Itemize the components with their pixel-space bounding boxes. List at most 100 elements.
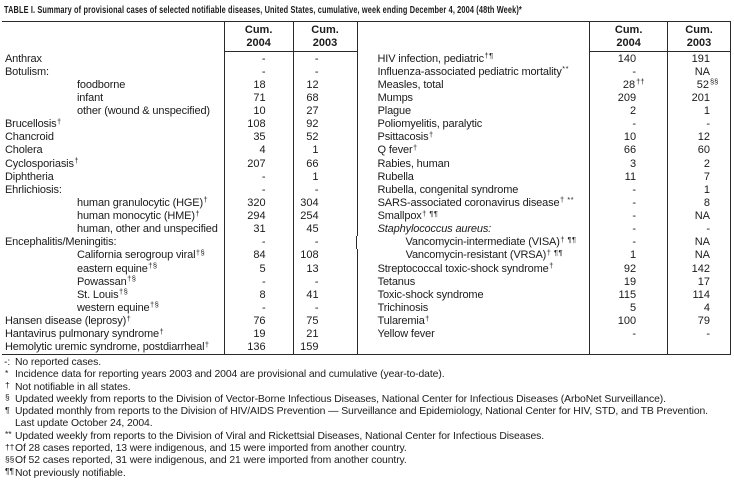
table-row: Hansen disease (leprosy) † 76 75 Tularemia † 1… — [2, 314, 730, 328]
footnote-marker-superscript: †§ — [195, 247, 206, 257]
value-text: 76 — [253, 315, 266, 328]
disease-name: western equine †§ — [2, 300, 224, 314]
footnote-marker-superscript: † — [413, 142, 418, 152]
value-cum-2003: 304 — [292, 196, 357, 210]
value-text: 52 — [696, 78, 710, 91]
value-text: - — [314, 301, 319, 314]
value-text: 191 — [691, 52, 710, 65]
footnote-text: Incidence data for reporting years 2003 … — [15, 369, 445, 381]
value-text: 12 — [306, 78, 319, 91]
value-cum-2003: 142 — [667, 262, 730, 276]
value-cum-2003: 12 — [292, 78, 357, 92]
value-text: - — [314, 183, 319, 196]
value-cum-2004: 10 — [589, 130, 667, 144]
value-cum-2004: - — [589, 117, 667, 131]
disease-name: Hansen disease (leprosy) † — [2, 314, 224, 328]
footnote-marker-superscript: † ¶¶ — [560, 234, 577, 244]
value-text: 10 — [253, 105, 266, 118]
header-spacer-left — [2, 22, 224, 52]
footnote-marker-superscript: † — [195, 208, 201, 218]
value-cum-2003: 201 — [667, 91, 730, 105]
value-cum-2003: 17 — [667, 275, 730, 289]
disease-name-text: St. Louis — [77, 288, 119, 301]
footnote-marker: ¶¶ — [5, 466, 14, 477]
value-text: 2 — [703, 157, 710, 170]
table-row: human granulocytic (HGE) † 320 304 SARS-asso… — [2, 195, 730, 210]
disease-name-text: Rabies, human — [377, 157, 450, 170]
disease-name-text: Mumps — [377, 91, 413, 104]
disease-name-text: Rubella, congenital syndrome — [377, 183, 519, 196]
value-cum-2003: - — [292, 65, 357, 79]
footnote-text: Updated weekly from reports to the Divis… — [15, 393, 666, 405]
value-text: 114 — [692, 288, 711, 301]
disease-name: SARS-associated coronavirus disease † ** — [356, 195, 590, 210]
disease-name-text: Influenza-associated pediatric mortality — [377, 65, 562, 78]
disease-name: Influenza-associated pediatric mortality… — [356, 64, 590, 79]
value-text: 60 — [697, 144, 710, 157]
value-cum-2004: 207 — [223, 157, 293, 171]
value-text: 1 — [703, 105, 711, 118]
value-cum-2003: 12 — [667, 130, 730, 144]
footnote-marker: * — [5, 367, 9, 378]
disease-name: Chancroid — [2, 131, 224, 144]
cum-label: Cum. — [685, 23, 713, 36]
value-cum-2003: - — [292, 52, 357, 66]
value-text: - — [261, 52, 266, 65]
value-text: - — [632, 183, 637, 196]
value-text: 320 — [247, 196, 266, 209]
value-cum-2004: 31 — [223, 222, 293, 236]
value-text: 52 — [306, 131, 319, 144]
value-text: 1 — [312, 170, 319, 183]
value-text: 1 — [703, 183, 710, 196]
table-row: Brucellosis † 108 92 Poliomyelitis, paralyti… — [2, 117, 730, 131]
column-header-left-cum-2004: Cum. 2004 — [223, 22, 293, 52]
footnote-line: †† Of 28 cases reported, 13 were indigeno… — [2, 442, 732, 455]
disease-name: Streptococcal toxic-shock syndrome † — [356, 261, 590, 276]
value-text: - — [706, 118, 710, 131]
value-text: 92 — [623, 262, 637, 275]
footnote-line: † Not notifiable in all states. — [2, 380, 732, 394]
disease-name-text: Chancroid — [5, 131, 54, 144]
value-cum-2004: 294 — [223, 209, 293, 223]
value-cum-2003: 21 — [292, 327, 357, 341]
table-title: TABLE I. Summary of provisional cases of… — [4, 4, 522, 16]
disease-name-text: Anthrax — [5, 52, 42, 65]
value-text: 100 — [617, 315, 637, 328]
disease-name: HIV infection, pediatric †¶ — [356, 51, 590, 66]
value-cum-2003: 27 — [292, 104, 357, 118]
disease-name: eastern equine †§ — [2, 261, 224, 275]
value-cum-2004 — [589, 340, 667, 354]
value-cum-2003: 41 — [292, 288, 357, 302]
footnote-marker-superscript: † ¶¶ — [546, 247, 564, 257]
value-cum-2003: - — [667, 327, 730, 341]
table-row: eastern equine †§ 5 13 Streptococcal toxic-s… — [2, 261, 730, 276]
disease-name: Poliomyelitis, paralytic — [356, 117, 590, 131]
disease-name: Powassan †§ — [2, 274, 224, 288]
disease-name-text: Hantavirus pulmonary syndrome — [5, 328, 159, 341]
disease-name-text: Q fever — [377, 144, 413, 157]
footnote-text: Of 52 cases reported, 31 were indigenous… — [15, 455, 407, 467]
value-cum-2003: 75 — [292, 314, 357, 328]
disease-name: Encephalitis/Meningitis: — [2, 236, 224, 249]
value-cum-2004: 11 — [589, 170, 667, 184]
value-text: 2 — [629, 105, 637, 118]
value-text: 92 — [306, 118, 319, 131]
disease-name-text: Rubella — [377, 170, 414, 183]
value-cum-2004: - — [223, 301, 293, 315]
disease-name: human monocytic (HME) † — [2, 208, 224, 223]
value-text: - — [314, 236, 319, 249]
disease-name-text: HIV infection, pediatric — [377, 52, 485, 65]
value-cum-2003: - — [292, 275, 357, 289]
disease-name-text: Streptococcal toxic-shock syndrome — [377, 262, 549, 275]
table-row: human, other and unspecified 31 45 Staphylo… — [2, 222, 730, 236]
disease-name-text: Botulism: — [5, 65, 49, 78]
footnote-marker: ¶ — [5, 404, 10, 415]
footnote-text: Last update October 24, 2004. — [15, 418, 153, 430]
value-text: 27 — [306, 105, 319, 118]
value-cum-2003: 60 — [667, 143, 730, 157]
table-row: western equine †§ - - Trichinosis 5 4 — [2, 300, 730, 315]
disease-name-text: Brucellosis — [5, 118, 57, 131]
cum-label: Cum. — [311, 23, 339, 36]
value-text: 142 — [691, 262, 711, 275]
